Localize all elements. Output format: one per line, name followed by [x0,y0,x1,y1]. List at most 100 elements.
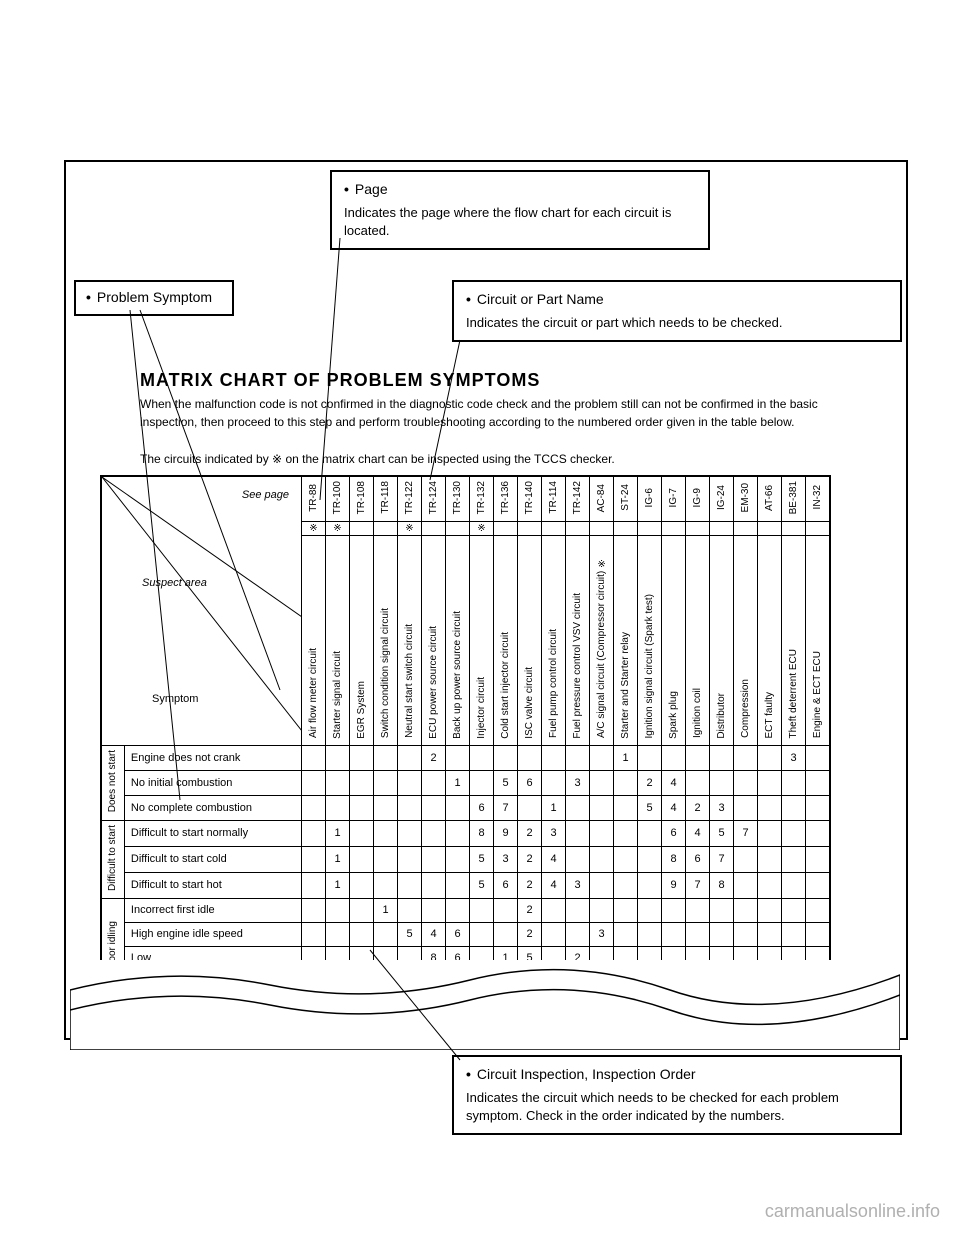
matrix-corner: See pageSuspect areaSymptom [102,477,302,746]
mark-cell [518,522,542,536]
value-cell [302,746,326,771]
value-cell [398,746,422,771]
value-cell: 5 [470,872,494,898]
value-cell [542,898,566,922]
value-cell [662,746,686,771]
mark-cell [542,522,566,536]
value-cell [302,922,326,946]
value-cell [446,872,470,898]
mark-cell [590,522,614,536]
value-cell: 4 [422,922,446,946]
value-cell [782,795,806,820]
value-cell [590,846,614,872]
label-suspect-area: Suspect area [142,577,207,589]
page-ref: TR-132 [470,477,494,522]
value-cell [686,898,710,922]
intro-text-2: The circuits indicated by ※ on the matri… [140,450,870,468]
mark-cell [350,522,374,536]
value-cell [542,922,566,946]
value-cell [758,746,782,771]
value-cell [782,771,806,796]
page-ref: TR-114 [542,477,566,522]
column-header: Fuel pump control circuit [542,536,566,746]
value-cell [638,872,662,898]
value-cell [566,795,590,820]
value-cell [302,795,326,820]
value-cell [326,795,350,820]
value-cell: 1 [326,846,350,872]
value-cell: 1 [374,898,398,922]
page-ref: TR-100 [326,477,350,522]
mark-cell [566,522,590,536]
value-cell [374,922,398,946]
value-cell: 8 [710,872,734,898]
symptom-cell: Incorrect first idle [124,898,301,922]
page-ref: TR-88 [302,477,326,522]
callout-inspection: •Circuit Inspection, Inspection Order In… [452,1055,902,1135]
value-cell: 3 [566,872,590,898]
symptom-cell: Difficult to start hot [124,872,301,898]
page-ref: TR-140 [518,477,542,522]
value-cell [806,771,830,796]
intro-text-1: When the malfunction code is not confirm… [140,395,870,431]
value-cell [758,898,782,922]
value-cell [734,746,758,771]
label-see-page: See page [242,489,289,501]
column-header: Switch condition signal circuit [374,536,398,746]
value-cell: 1 [446,771,470,796]
value-cell [422,846,446,872]
value-cell: 6 [494,872,518,898]
page-ref: AC-84 [590,477,614,522]
page-ref: TR-118 [374,477,398,522]
value-cell [398,898,422,922]
value-cell [734,922,758,946]
page-ref: IG-7 [662,477,686,522]
value-cell [662,922,686,946]
value-cell: 4 [686,820,710,846]
value-cell: 6 [446,922,470,946]
value-cell: 3 [494,846,518,872]
column-header: Starter and Starter relay [614,536,638,746]
value-cell: 2 [422,746,446,771]
value-cell [494,922,518,946]
value-cell: 2 [518,820,542,846]
value-cell [446,846,470,872]
mark-cell [374,522,398,536]
value-cell [590,795,614,820]
value-cell [758,846,782,872]
value-cell [590,820,614,846]
column-header: Theft deterrent ECU [782,536,806,746]
callout-circuit-part: •Circuit or Part Name Indicates the circ… [452,280,902,342]
value-cell: 9 [662,872,686,898]
value-cell [470,898,494,922]
page-ref: TR-136 [494,477,518,522]
column-header: Ignition coil [686,536,710,746]
column-header: Fuel pressure control VSV circuit [566,536,590,746]
page-ref: TR-130 [446,477,470,522]
value-cell [302,872,326,898]
callout-page-title: Page [355,181,388,197]
mark-cell [782,522,806,536]
column-header: Injector circuit [470,536,494,746]
symptom-cell: High engine idle speed [124,922,301,946]
value-cell: 6 [686,846,710,872]
mark-cell [446,522,470,536]
mark-cell [686,522,710,536]
value-cell [710,898,734,922]
value-cell: 9 [494,820,518,846]
callout-problem-symptom-title: Problem Symptom [97,289,212,305]
value-cell [806,795,830,820]
value-cell [614,898,638,922]
value-cell [302,771,326,796]
page-ref: IG-6 [638,477,662,522]
value-cell [758,922,782,946]
value-cell [638,820,662,846]
value-cell [422,820,446,846]
value-cell [614,846,638,872]
value-cell [374,846,398,872]
symptom-cell: No initial combustion [124,771,301,796]
value-cell: 2 [518,922,542,946]
mark-cell [638,522,662,536]
value-cell [614,922,638,946]
value-cell [590,771,614,796]
